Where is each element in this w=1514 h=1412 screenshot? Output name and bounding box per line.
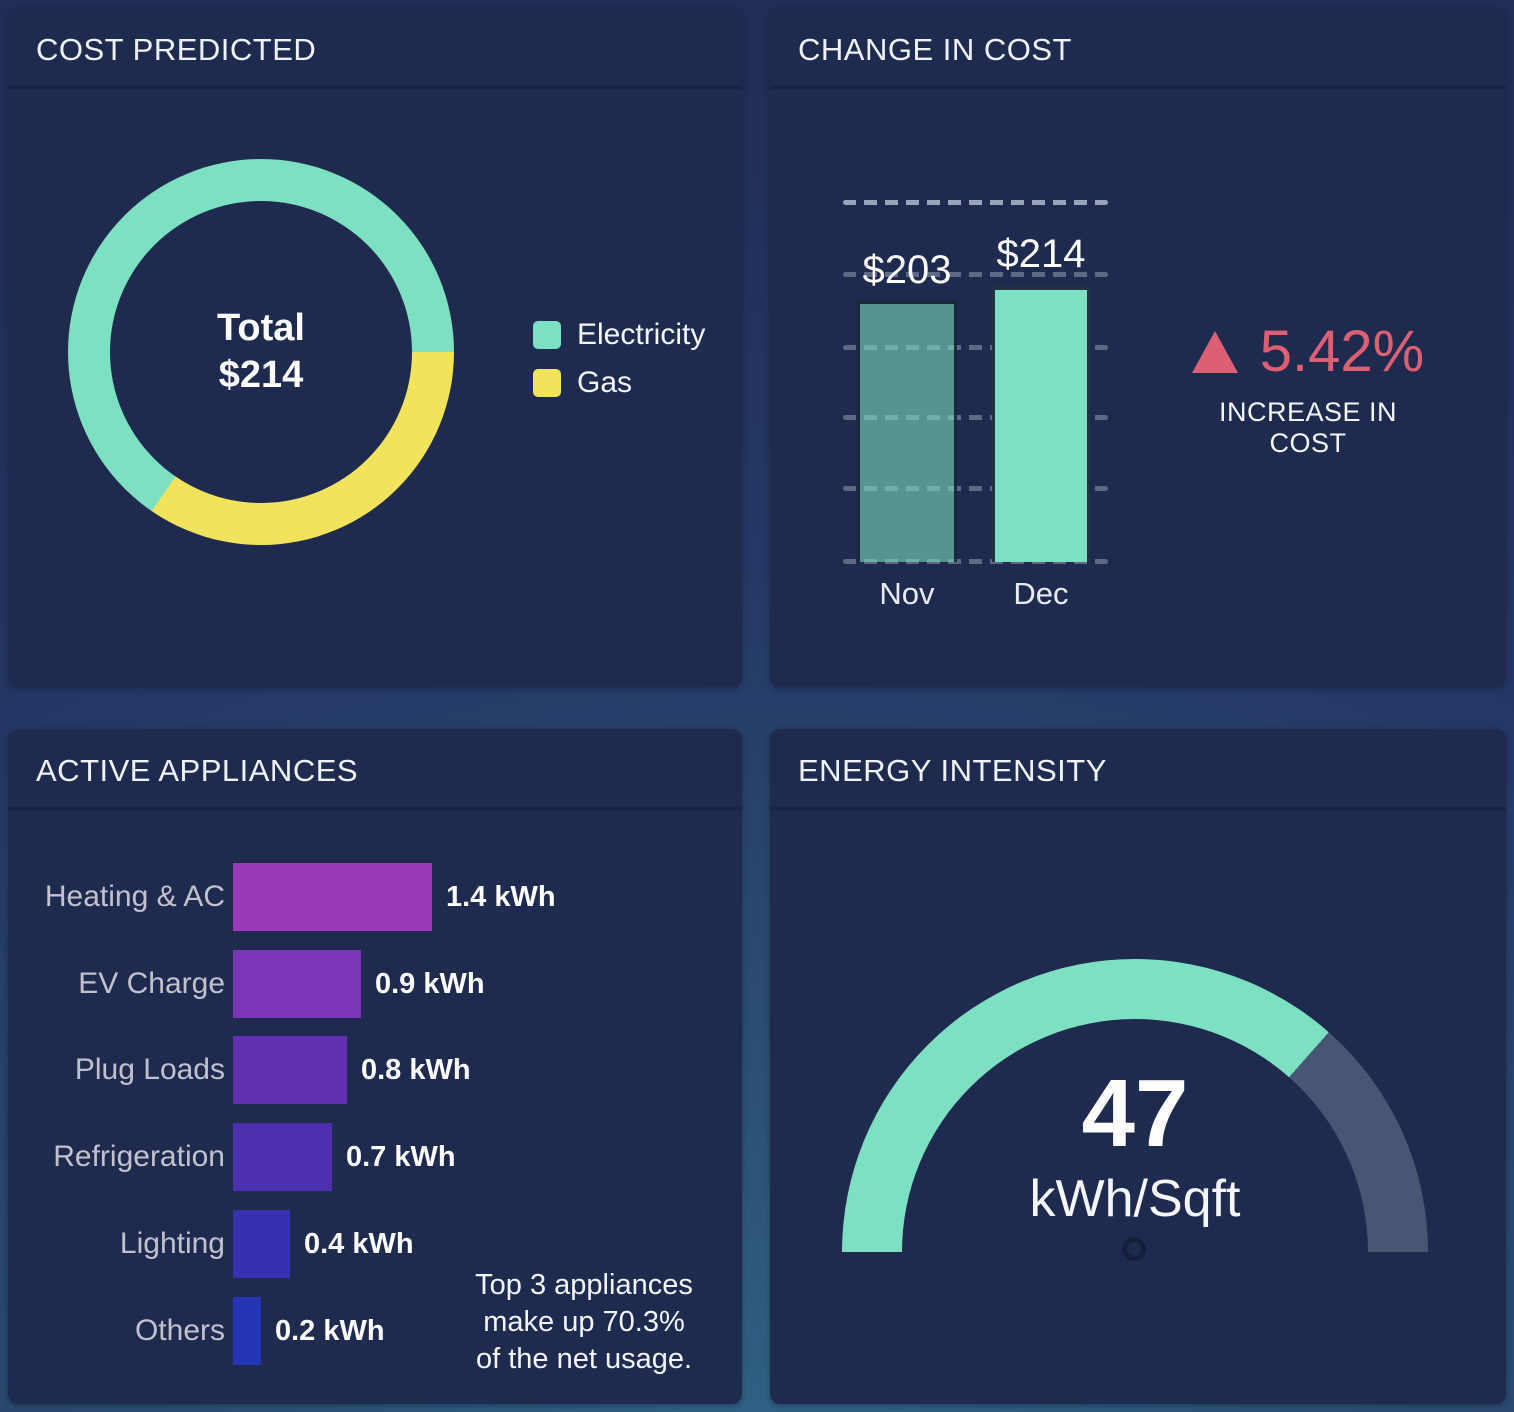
up-triangle-icon <box>1191 330 1238 373</box>
donut-center-text: Total $214 <box>68 159 454 545</box>
appliance-row-heating-ac: Heating & AC 1.4 kWh <box>8 863 742 931</box>
gauge-pivot-icon <box>1122 1237 1146 1261</box>
legend-item-electricity[interactable]: Electricity <box>533 318 705 352</box>
gauge-value: 47 <box>1081 1060 1189 1167</box>
panel-title-energy-intensity: ENERGY INTENSITY <box>798 753 1107 788</box>
appliance-bar[interactable] <box>233 1036 347 1104</box>
appliance-value: 0.2 kWh <box>275 1315 385 1347</box>
appliance-value: 0.7 kWh <box>346 1141 456 1173</box>
appliances-note-line: make up 70.3% <box>483 1306 685 1338</box>
panel-title-change-in-cost: CHANGE IN COST <box>798 32 1072 67</box>
appliance-value: 0.8 kWh <box>361 1054 471 1086</box>
appliance-label: EV Charge <box>78 967 225 1000</box>
gridline <box>843 559 1108 564</box>
gridline <box>843 272 1108 277</box>
gauge-unit: kWh/Sqft <box>1029 1170 1241 1228</box>
panel-cost-predicted-header: COST PREDICTED <box>8 8 742 89</box>
appliance-bar[interactable] <box>233 1210 290 1278</box>
legend-item-gas[interactable]: Gas <box>533 366 705 400</box>
donut-legend: Electricity Gas <box>533 318 705 414</box>
axis-label-dec: Dec <box>1013 576 1069 611</box>
legend-label-gas: Gas <box>577 366 633 399</box>
gridline <box>843 345 1108 350</box>
gridline <box>843 415 1108 420</box>
donut-total-value: $214 <box>218 354 304 396</box>
panel-title-active-appliances: ACTIVE APPLIANCES <box>36 753 359 788</box>
appliance-value: 0.4 kWh <box>304 1228 414 1260</box>
energy-gauge[interactable] <box>842 959 1428 1252</box>
appliance-bar[interactable] <box>233 1297 261 1365</box>
panel-active-appliances-header: ACTIVE APPLIANCES <box>8 729 742 810</box>
appliance-row-refrigeration: Refrigeration 0.7 kWh <box>8 1123 742 1191</box>
electricity-swatch-icon <box>533 321 561 349</box>
cost-delta-line: 5.42% <box>1178 318 1438 385</box>
appliance-bar[interactable] <box>233 863 432 931</box>
appliances-note: Top 3 appliances make up 70.3% of the ne… <box>438 1267 730 1378</box>
appliance-value: 0.9 kWh <box>375 968 485 1000</box>
appliance-label: Lighting <box>119 1227 225 1260</box>
appliance-label: Plug Loads <box>74 1053 225 1086</box>
panel-title-cost-predicted: COST PREDICTED <box>36 32 317 67</box>
gas-swatch-icon <box>533 369 561 397</box>
donut-total-label: Total <box>217 306 305 349</box>
donut-hole <box>110 201 412 503</box>
cost-delta-caption: INCREASE IN COST <box>1218 397 1398 458</box>
cost-delta-percent: 5.42% <box>1259 319 1425 384</box>
panel-cost-predicted: COST PREDICTED Total $214 Electricity Ga… <box>8 8 742 687</box>
appliance-row-ev-charge: EV Charge 0.9 kWh <box>8 950 742 1018</box>
appliance-row-others: Others 0.2 kWh <box>8 1297 742 1365</box>
cost-delta: 5.42% INCREASE IN COST <box>1178 318 1438 459</box>
appliance-label: Heating & AC <box>44 880 225 913</box>
bar-value-dec: $214 <box>996 232 1086 276</box>
panel-change-in-cost-header: CHANGE IN COST <box>770 8 1506 89</box>
donut-chart[interactable]: Total $214 <box>68 159 454 545</box>
appliance-bar[interactable] <box>233 1123 332 1191</box>
appliance-row-lighting: Lighting 0.4 kWh <box>8 1210 742 1278</box>
legend-label-electricity: Electricity <box>577 318 706 351</box>
gridline <box>843 200 1108 205</box>
bar-dec[interactable] <box>992 287 1090 562</box>
gridline <box>843 486 1108 491</box>
appliance-bar[interactable] <box>233 950 361 1018</box>
appliance-label: Refrigeration <box>53 1140 225 1173</box>
appliances-note-line: of the net usage. <box>475 1343 693 1375</box>
appliance-value: 1.4 kWh <box>446 881 556 913</box>
panel-change-in-cost: CHANGE IN COST $203 $214 Nov Dec 5.42% I… <box>770 8 1506 687</box>
axis-label-nov: Nov <box>879 576 935 611</box>
appliances-note-line: Top 3 appliances <box>475 1269 693 1301</box>
appliance-label: Others <box>134 1314 225 1347</box>
cost-bar-chart: $203 $214 Nov Dec <box>843 200 1108 611</box>
panel-energy-intensity: ENERGY INTENSITY 47 kWh/Sqft <box>770 729 1506 1404</box>
panel-active-appliances: ACTIVE APPLIANCES Heating & AC 1.4 kWh E… <box>8 729 742 1404</box>
bar-value-nov: $203 <box>862 248 952 292</box>
appliance-row-plug-loads: Plug Loads 0.8 kWh <box>8 1036 742 1104</box>
panel-energy-intensity-header: ENERGY INTENSITY <box>770 729 1506 810</box>
bar-nov[interactable] <box>857 301 957 562</box>
